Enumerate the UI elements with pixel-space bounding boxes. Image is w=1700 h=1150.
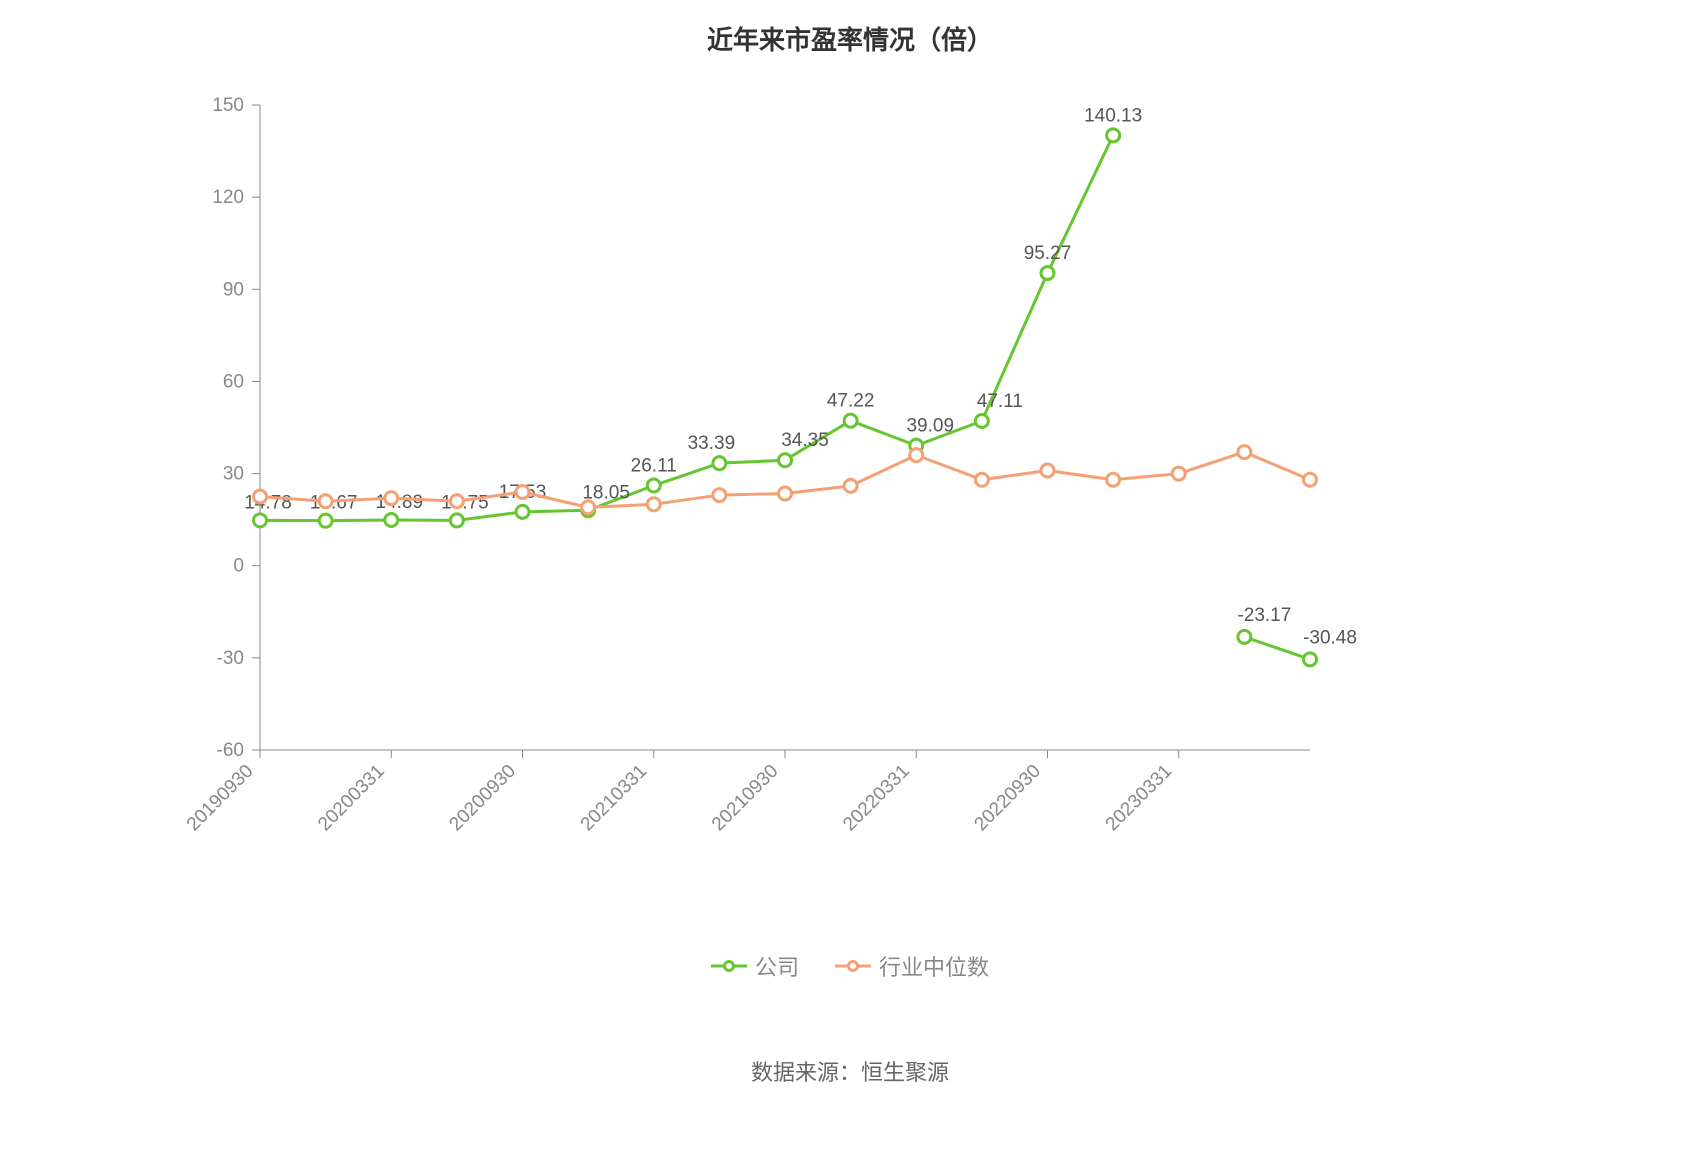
svg-text:-60: -60 (217, 740, 244, 761)
legend-item[interactable]: 行业中位数 (835, 950, 989, 982)
legend-swatch (711, 959, 747, 973)
svg-text:-30.48: -30.48 (1303, 627, 1357, 648)
svg-text:150: 150 (212, 95, 244, 116)
svg-text:14.75: 14.75 (441, 492, 489, 513)
svg-text:20190930: 20190930 (183, 761, 258, 836)
svg-text:20200331: 20200331 (314, 761, 389, 836)
svg-text:90: 90 (223, 279, 244, 300)
svg-text:14.78: 14.78 (244, 492, 292, 513)
svg-text:26.11: 26.11 (631, 456, 677, 477)
svg-text:33.39: 33.39 (688, 433, 736, 454)
svg-text:0: 0 (233, 556, 244, 577)
legend-swatch (835, 959, 871, 973)
legend-label: 行业中位数 (879, 950, 989, 982)
svg-text:20230331: 20230331 (1102, 761, 1177, 836)
legend-label: 公司 (755, 950, 799, 982)
svg-text:140.13: 140.13 (1084, 105, 1142, 126)
svg-text:20220331: 20220331 (839, 761, 914, 836)
svg-text:95.27: 95.27 (1024, 243, 1072, 264)
svg-text:120: 120 (212, 187, 244, 208)
svg-text:30: 30 (223, 464, 244, 485)
svg-text:20210331: 20210331 (577, 761, 652, 836)
svg-text:-23.17: -23.17 (1237, 605, 1291, 626)
pe-ratio-chart: 近年来市盈率情况（倍） -60 -30 0 30 60 90 120 150 20190930 2… (0, 0, 1700, 1150)
svg-text:20220930: 20220930 (970, 761, 1045, 836)
svg-text:-30: -30 (217, 648, 244, 669)
svg-text:34.35: 34.35 (781, 430, 829, 451)
svg-text:20210930: 20210930 (708, 761, 783, 836)
chart-title: 近年来市盈率情况（倍） (0, 20, 1700, 57)
svg-text:60: 60 (223, 371, 244, 392)
chart-legend: 公司 行业中位数 (0, 950, 1700, 982)
legend-item[interactable]: 公司 (711, 950, 799, 982)
svg-text:14.67: 14.67 (310, 493, 358, 514)
svg-text:20200930: 20200930 (445, 761, 520, 836)
svg-text:47.22: 47.22 (827, 391, 875, 412)
svg-text:47.11: 47.11 (977, 391, 1023, 412)
svg-text:39.09: 39.09 (906, 416, 954, 437)
svg-text:14.89: 14.89 (375, 492, 423, 513)
chart-source: 数据来源：恒生聚源 (0, 1055, 1700, 1087)
